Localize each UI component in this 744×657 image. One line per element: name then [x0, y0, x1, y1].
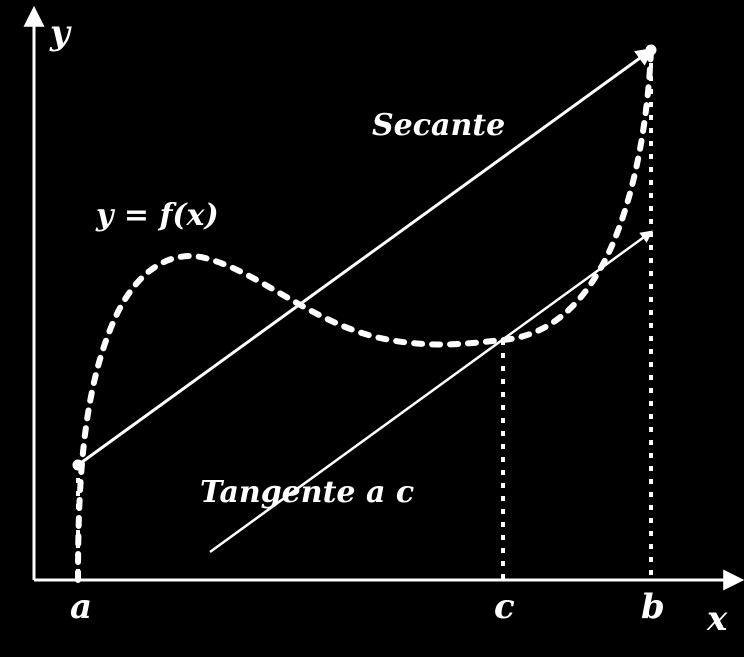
- point-a: [73, 460, 83, 470]
- curve-label: y = f(x): [95, 198, 219, 233]
- secant-label: Secante: [372, 108, 505, 143]
- tick-label-a: a: [70, 587, 92, 627]
- tangent-label: Tangente a c: [200, 475, 414, 510]
- mean-value-theorem-diagram: y x y = f(x) Secante Tangente a c a c b: [0, 0, 744, 657]
- tick-label-b: b: [641, 587, 665, 627]
- point-b: [646, 45, 656, 55]
- y-axis-label: y: [49, 13, 72, 53]
- tick-label-c: c: [494, 587, 515, 627]
- x-axis-label: x: [706, 599, 728, 639]
